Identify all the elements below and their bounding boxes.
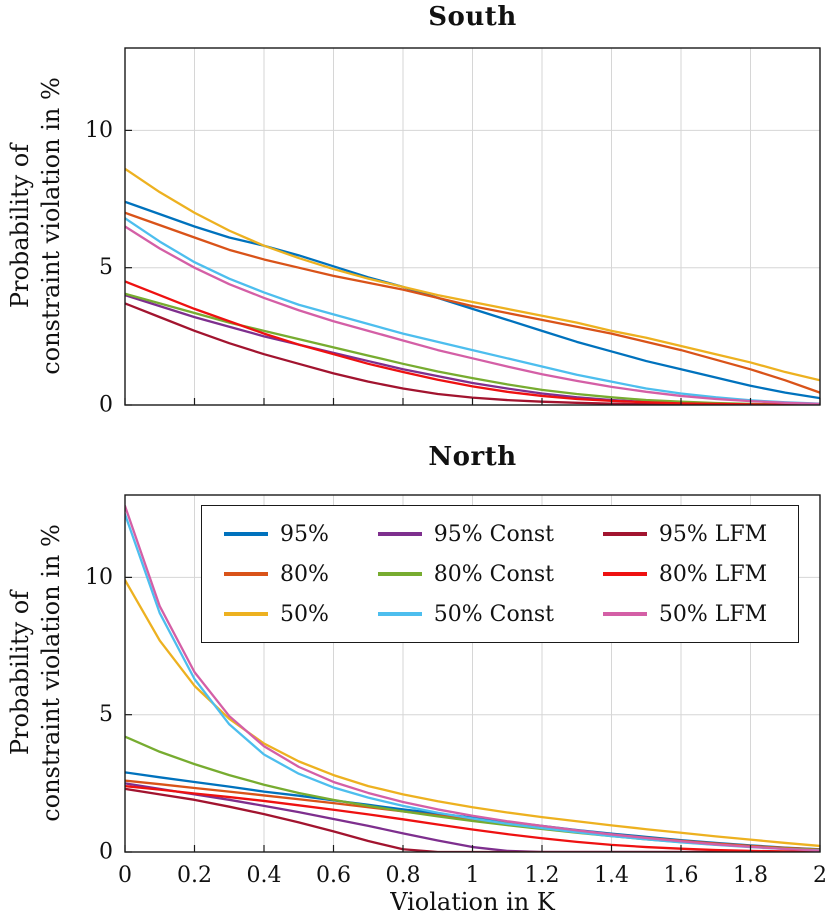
legend-swatch-95 bbox=[224, 532, 268, 536]
series-line-50-lfm bbox=[125, 504, 820, 852]
x-tick-label: 1.8 bbox=[733, 863, 768, 888]
x-tick-label: 1.2 bbox=[525, 863, 560, 888]
legend-box: 95% 80% 50% 95% Const 80% Const 50% Const 95% … bbox=[201, 505, 799, 643]
legend-item-80: 80% bbox=[224, 562, 338, 587]
legend-label-95-lfm: 95% LFM bbox=[658, 521, 768, 547]
legend-swatch-50-const bbox=[377, 612, 422, 616]
y-tick-label: 10 bbox=[85, 565, 113, 590]
y-tick-label: 0 bbox=[99, 840, 113, 865]
legend-item-50-const: 50% Const bbox=[377, 601, 563, 627]
y-tick-label: 5 bbox=[99, 702, 113, 727]
legend-swatch-80 bbox=[224, 572, 268, 576]
x-tick-label: 1.6 bbox=[664, 863, 699, 888]
series-line-80 bbox=[125, 211, 820, 394]
legend-label-50-lfm: 50% LFM bbox=[658, 601, 768, 627]
legend-item-80-lfm: 80% LFM bbox=[602, 561, 776, 587]
south-chart: 0 5 10 bbox=[85, 47, 821, 418]
x-tick-label: 2 bbox=[813, 863, 827, 888]
x-tick-label: 1.4 bbox=[594, 863, 629, 888]
legend-swatch-80-const bbox=[377, 572, 422, 576]
legend-label-80-lfm: 80% LFM bbox=[658, 561, 768, 587]
legend-label-95-const: 95% Const bbox=[433, 521, 555, 547]
legend-label-50: 50% bbox=[280, 601, 329, 627]
legend-item-95-const: 95% Const bbox=[377, 521, 563, 547]
legend-item-50: 50% bbox=[224, 602, 338, 627]
legend-swatch-80-lfm bbox=[602, 572, 647, 576]
x-tick-label: 0.8 bbox=[386, 863, 421, 888]
north-chart: 0 5 10 0 0.2 0.4 0.6 0.8 1 1.2 1.4 1.6 1.8 2 bbox=[85, 494, 827, 888]
legend-item-95-lfm: 95% LFM bbox=[602, 521, 776, 547]
series-line-50-lfm bbox=[125, 225, 820, 405]
series-line-80-lfm bbox=[125, 280, 820, 405]
legend-swatch-95-lfm bbox=[602, 532, 647, 536]
series-line-95-lfm bbox=[125, 787, 820, 852]
legend-item-50-lfm: 50% LFM bbox=[602, 601, 776, 627]
legend-swatch-50-lfm bbox=[602, 612, 647, 616]
y-tick-label: 10 bbox=[85, 118, 113, 143]
legend-swatch-50 bbox=[224, 612, 268, 616]
legend-label-50-const: 50% Const bbox=[433, 601, 555, 627]
series-line-80-lfm bbox=[125, 784, 820, 852]
x-axis-label: Violation in K bbox=[390, 888, 555, 916]
x-tick-label: 0.2 bbox=[177, 863, 212, 888]
series-line-95 bbox=[125, 200, 820, 400]
legend-swatch-95-const bbox=[377, 532, 422, 536]
y-tick-label: 5 bbox=[99, 255, 113, 280]
series-line-50-const bbox=[125, 217, 820, 405]
x-tick-label: 0 bbox=[118, 863, 132, 888]
legend-item-80-const: 80% Const bbox=[377, 561, 563, 587]
x-tick-label: 0.6 bbox=[316, 863, 351, 888]
legend-label-95: 95% bbox=[280, 521, 329, 547]
legend-label-80: 80% bbox=[280, 561, 329, 587]
legend-label-80-const: 80% Const bbox=[433, 561, 555, 587]
x-tick-label: 0.4 bbox=[247, 863, 282, 888]
legend-item-95: 95% bbox=[224, 522, 338, 547]
y-tick-label: 0 bbox=[99, 393, 113, 418]
south-chart-title: South bbox=[428, 2, 517, 32]
north-chart-title: North bbox=[428, 442, 517, 472]
x-tick-label: 1 bbox=[466, 863, 480, 888]
series-line-50 bbox=[125, 167, 820, 382]
